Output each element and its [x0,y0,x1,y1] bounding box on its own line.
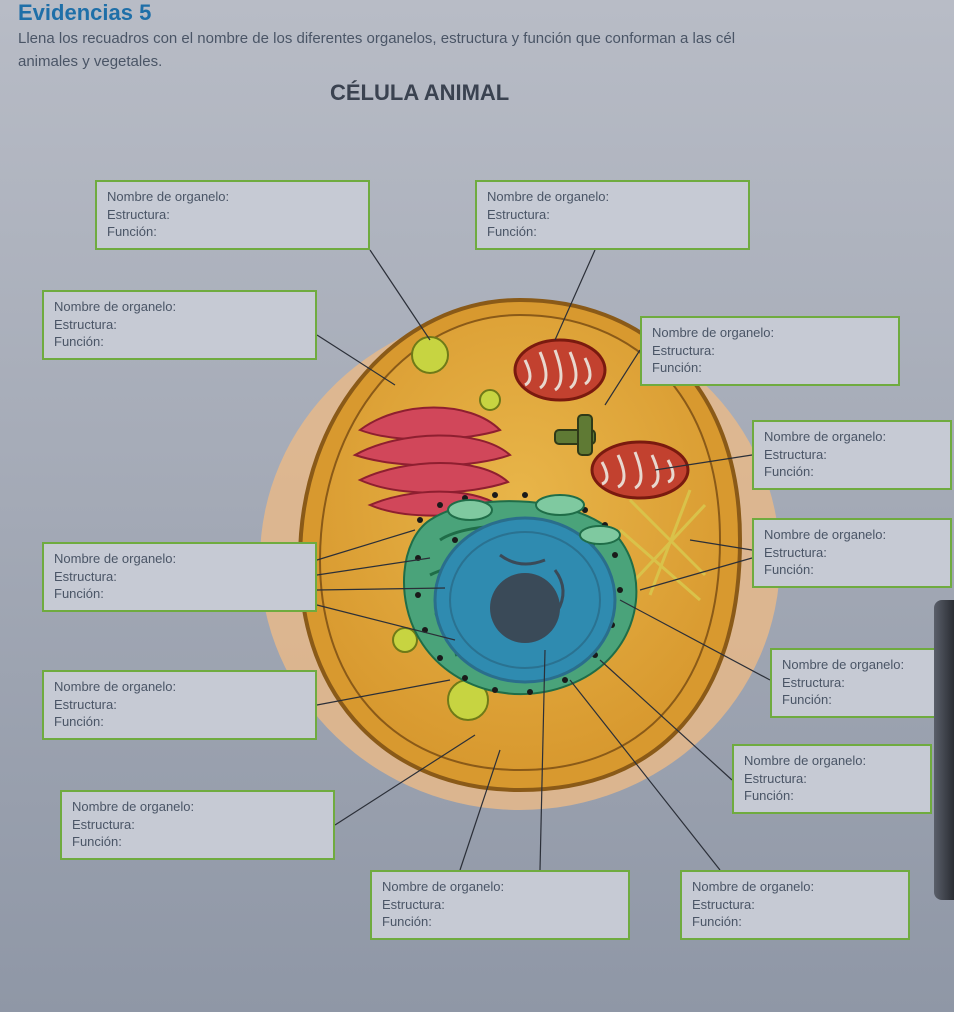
box-left-3-line-2: Estructura: [54,696,305,714]
box-left-3-line-3: Función: [54,713,305,731]
box-right-4[interactable]: Nombre de organelo:Estructura:Función: [770,648,952,718]
box-bottom-right-line-1: Nombre de organelo: [692,878,898,896]
box-right-2-line-1: Nombre de organelo: [764,428,940,446]
box-left-3-line-1: Nombre de organelo: [54,678,305,696]
box-top-left[interactable]: Nombre de organelo:Estructura:Función: [95,180,370,250]
box-bottom-right-line-2: Estructura: [692,896,898,914]
box-right-4-line-3: Función: [782,691,940,709]
cell-diagram [0,0,954,1012]
box-left-1-line-1: Nombre de organelo: [54,298,305,316]
box-left-2-line-1: Nombre de organelo: [54,550,305,568]
box-left-2-line-2: Estructura: [54,568,305,586]
box-top-right-line-3: Función: [487,223,738,241]
box-right-3-line-2: Estructura: [764,544,940,562]
box-right-2[interactable]: Nombre de organelo:Estructura:Función: [752,420,952,490]
box-left-4-line-1: Nombre de organelo: [72,798,323,816]
box-left-4-line-3: Función: [72,833,323,851]
box-right-1-line-1: Nombre de organelo: [652,324,888,342]
box-bottom-center-line-1: Nombre de organelo: [382,878,618,896]
box-right-5[interactable]: Nombre de organelo:Estructura:Función: [732,744,932,814]
box-right-5-line-3: Función: [744,787,920,805]
pen-artifact [934,600,954,900]
box-left-1-line-3: Función: [54,333,305,351]
box-right-5-line-1: Nombre de organelo: [744,752,920,770]
box-top-right[interactable]: Nombre de organelo:Estructura:Función: [475,180,750,250]
box-right-3[interactable]: Nombre de organelo:Estructura:Función: [752,518,952,588]
box-top-left-line-2: Estructura: [107,206,358,224]
box-left-4[interactable]: Nombre de organelo:Estructura:Función: [60,790,335,860]
box-right-3-line-1: Nombre de organelo: [764,526,940,544]
box-right-5-line-2: Estructura: [744,770,920,788]
box-bottom-right-line-3: Función: [692,913,898,931]
box-bottom-center[interactable]: Nombre de organelo:Estructura:Función: [370,870,630,940]
box-top-right-line-2: Estructura: [487,206,738,224]
box-left-2-line-3: Función: [54,585,305,603]
box-bottom-center-line-2: Estructura: [382,896,618,914]
box-left-2[interactable]: Nombre de organelo:Estructura:Función: [42,542,317,612]
worksheet-page: Evidencias 5 Llena los recuadros con el … [0,0,954,1012]
box-right-4-line-1: Nombre de organelo: [782,656,940,674]
box-left-3[interactable]: Nombre de organelo:Estructura:Función: [42,670,317,740]
box-right-2-line-3: Función: [764,463,940,481]
box-top-left-line-3: Función: [107,223,358,241]
box-right-1[interactable]: Nombre de organelo:Estructura:Función: [640,316,900,386]
box-right-1-line-3: Función: [652,359,888,377]
box-right-4-line-2: Estructura: [782,674,940,692]
box-top-left-line-1: Nombre de organelo: [107,188,358,206]
box-left-4-line-2: Estructura: [72,816,323,834]
box-left-1[interactable]: Nombre de organelo:Estructura:Función: [42,290,317,360]
box-right-2-line-2: Estructura: [764,446,940,464]
box-top-right-line-1: Nombre de organelo: [487,188,738,206]
box-right-3-line-3: Función: [764,561,940,579]
box-bottom-right[interactable]: Nombre de organelo:Estructura:Función: [680,870,910,940]
box-right-1-line-2: Estructura: [652,342,888,360]
leader-line [370,250,430,340]
box-bottom-center-line-3: Función: [382,913,618,931]
box-left-1-line-2: Estructura: [54,316,305,334]
